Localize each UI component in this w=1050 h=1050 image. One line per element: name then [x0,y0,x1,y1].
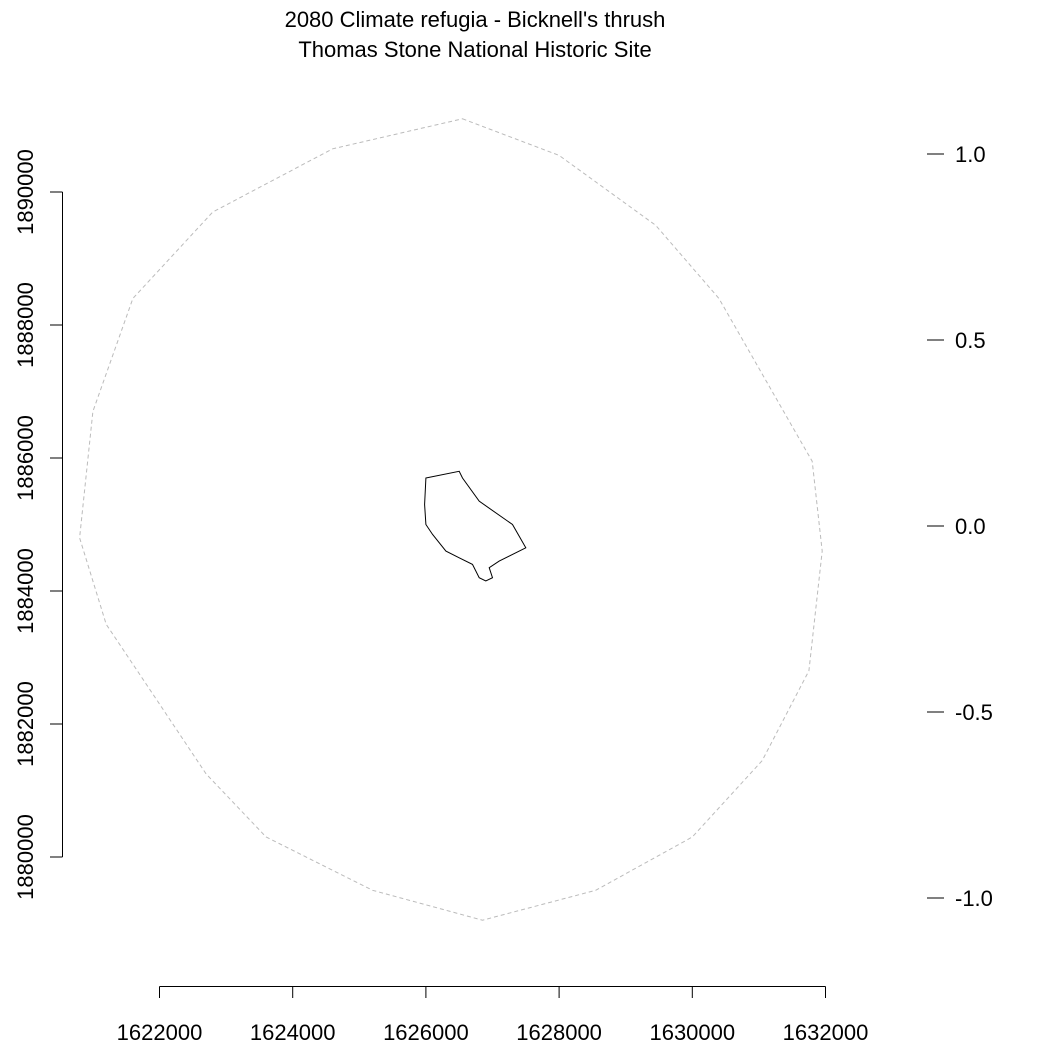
legend-tick-label: 0.0 [955,514,986,539]
x-tick-label: 1626000 [383,1020,469,1045]
x-tick-label: 1632000 [783,1020,869,1045]
map-layer [79,118,823,921]
x-axis: 1622000 1624000 1626000 1628000 1630000 16320… [117,986,869,1045]
map-subtitle: Thomas Stone National Historic Site [298,37,651,62]
x-tick-label: 1624000 [250,1020,336,1045]
y-tick-label: 1886000 [13,415,38,501]
map-title: 2080 Climate refugia - Bicknell's thrush [285,7,666,32]
x-tick-label: 1630000 [649,1020,735,1045]
park-boundary [424,470,527,582]
x-tick-label: 1628000 [516,1020,602,1045]
y-tick-label: 1884000 [13,548,38,634]
y-tick-label: 1880000 [13,814,38,900]
legend-tick-label: -1.0 [955,886,993,911]
legend-tick-label: -0.5 [955,700,993,725]
legend-tick-label: 1.0 [955,142,986,167]
y-axis: 1880000 1882000 1884000 1886000 1888000 18900… [13,149,63,900]
x-tick-label: 1622000 [117,1020,203,1045]
y-tick-label: 1888000 [13,282,38,368]
legend-tick-label: 0.5 [955,328,986,353]
y-tick-label: 1882000 [13,681,38,767]
y-tick-label: 1890000 [13,149,38,235]
buffer-ring [79,118,823,921]
legend-axis: 1.0 0.5 0.0 -0.5 -1.0 [927,142,993,911]
